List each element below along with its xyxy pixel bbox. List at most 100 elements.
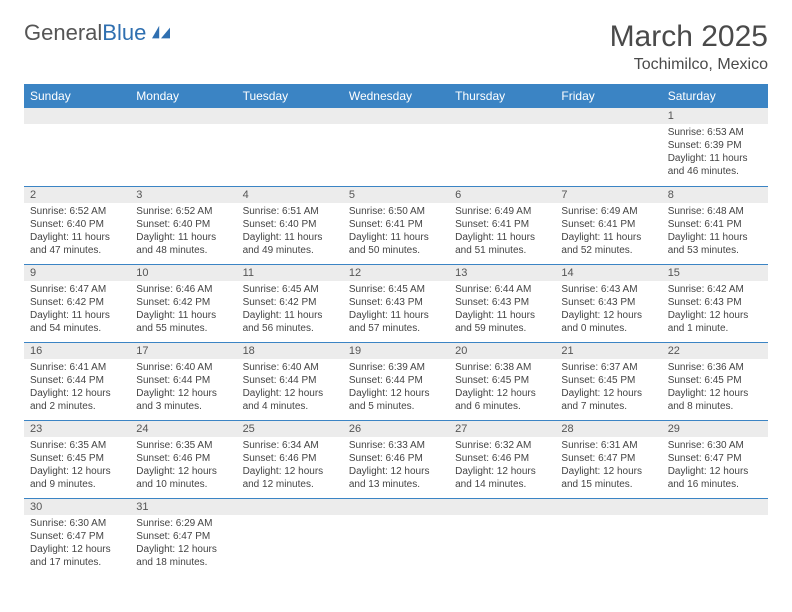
calendar-cell: 3Sunrise: 6:52 AMSunset: 6:40 PMDaylight… [130, 186, 236, 264]
sunrise-line: Sunrise: 6:31 AM [561, 439, 655, 452]
sunrise-line: Sunrise: 6:38 AM [455, 361, 549, 374]
day-details: Sunrise: 6:49 AMSunset: 6:41 PMDaylight:… [555, 203, 661, 261]
day-number: 29 [662, 421, 768, 437]
calendar-cell: 27Sunrise: 6:32 AMSunset: 6:46 PMDayligh… [449, 420, 555, 498]
day-number: 30 [24, 499, 130, 515]
sunrise-line: Sunrise: 6:29 AM [136, 517, 230, 530]
day-details: Sunrise: 6:53 AMSunset: 6:39 PMDaylight:… [662, 124, 768, 182]
calendar-cell [555, 108, 661, 186]
sunset-line: Sunset: 6:45 PM [561, 374, 655, 387]
day-details: Sunrise: 6:34 AMSunset: 6:46 PMDaylight:… [237, 437, 343, 495]
daylight-line: Daylight: 11 hours and 50 minutes. [349, 231, 443, 257]
day-details: Sunrise: 6:44 AMSunset: 6:43 PMDaylight:… [449, 281, 555, 339]
sunset-line: Sunset: 6:41 PM [561, 218, 655, 231]
day-details: Sunrise: 6:45 AMSunset: 6:42 PMDaylight:… [237, 281, 343, 339]
day-number-bar [24, 108, 130, 124]
sunset-line: Sunset: 6:42 PM [30, 296, 124, 309]
daylight-line: Daylight: 12 hours and 8 minutes. [668, 387, 762, 413]
sunset-line: Sunset: 6:44 PM [136, 374, 230, 387]
day-number: 27 [449, 421, 555, 437]
day-details: Sunrise: 6:41 AMSunset: 6:44 PMDaylight:… [24, 359, 130, 417]
calendar-cell [449, 108, 555, 186]
sunrise-line: Sunrise: 6:33 AM [349, 439, 443, 452]
day-details: Sunrise: 6:51 AMSunset: 6:40 PMDaylight:… [237, 203, 343, 261]
day-details: Sunrise: 6:40 AMSunset: 6:44 PMDaylight:… [130, 359, 236, 417]
calendar-cell: 31Sunrise: 6:29 AMSunset: 6:47 PMDayligh… [130, 498, 236, 576]
sunset-line: Sunset: 6:46 PM [455, 452, 549, 465]
calendar-cell: 9Sunrise: 6:47 AMSunset: 6:42 PMDaylight… [24, 264, 130, 342]
day-details: Sunrise: 6:49 AMSunset: 6:41 PMDaylight:… [449, 203, 555, 261]
sunset-line: Sunset: 6:41 PM [668, 218, 762, 231]
calendar-cell: 20Sunrise: 6:38 AMSunset: 6:45 PMDayligh… [449, 342, 555, 420]
day-number: 9 [24, 265, 130, 281]
sunset-line: Sunset: 6:47 PM [561, 452, 655, 465]
weekday-header: Tuesday [237, 84, 343, 108]
day-details: Sunrise: 6:50 AMSunset: 6:41 PMDaylight:… [343, 203, 449, 261]
day-number-bar [662, 499, 768, 515]
calendar-cell [343, 498, 449, 576]
calendar-cell: 14Sunrise: 6:43 AMSunset: 6:43 PMDayligh… [555, 264, 661, 342]
day-number: 26 [343, 421, 449, 437]
sunrise-line: Sunrise: 6:40 AM [136, 361, 230, 374]
sunrise-line: Sunrise: 6:48 AM [668, 205, 762, 218]
day-number: 2 [24, 187, 130, 203]
calendar-cell: 6Sunrise: 6:49 AMSunset: 6:41 PMDaylight… [449, 186, 555, 264]
calendar-cell: 2Sunrise: 6:52 AMSunset: 6:40 PMDaylight… [24, 186, 130, 264]
day-number: 25 [237, 421, 343, 437]
day-number: 23 [24, 421, 130, 437]
calendar-cell: 8Sunrise: 6:48 AMSunset: 6:41 PMDaylight… [662, 186, 768, 264]
day-details: Sunrise: 6:48 AMSunset: 6:41 PMDaylight:… [662, 203, 768, 261]
day-details: Sunrise: 6:35 AMSunset: 6:45 PMDaylight:… [24, 437, 130, 495]
daylight-line: Daylight: 11 hours and 47 minutes. [30, 231, 124, 257]
sunset-line: Sunset: 6:41 PM [349, 218, 443, 231]
day-details: Sunrise: 6:30 AMSunset: 6:47 PMDaylight:… [662, 437, 768, 495]
day-number: 31 [130, 499, 236, 515]
sunrise-line: Sunrise: 6:49 AM [455, 205, 549, 218]
day-number: 7 [555, 187, 661, 203]
daylight-line: Daylight: 12 hours and 12 minutes. [243, 465, 337, 491]
weekday-header: Monday [130, 84, 236, 108]
header: GeneralBlue March 2025 Tochimilco, Mexic… [24, 20, 768, 74]
calendar-header-row: SundayMondayTuesdayWednesdayThursdayFrid… [24, 84, 768, 108]
day-details: Sunrise: 6:52 AMSunset: 6:40 PMDaylight:… [130, 203, 236, 261]
calendar-cell: 13Sunrise: 6:44 AMSunset: 6:43 PMDayligh… [449, 264, 555, 342]
day-number: 28 [555, 421, 661, 437]
day-number: 5 [343, 187, 449, 203]
daylight-line: Daylight: 12 hours and 4 minutes. [243, 387, 337, 413]
sunset-line: Sunset: 6:46 PM [349, 452, 443, 465]
sunset-line: Sunset: 6:46 PM [136, 452, 230, 465]
calendar-cell [343, 108, 449, 186]
weekday-header: Thursday [449, 84, 555, 108]
daylight-line: Daylight: 12 hours and 13 minutes. [349, 465, 443, 491]
daylight-line: Daylight: 12 hours and 2 minutes. [30, 387, 124, 413]
calendar-week-row: 23Sunrise: 6:35 AMSunset: 6:45 PMDayligh… [24, 420, 768, 498]
sunset-line: Sunset: 6:47 PM [136, 530, 230, 543]
calendar-week-row: 2Sunrise: 6:52 AMSunset: 6:40 PMDaylight… [24, 186, 768, 264]
daylight-line: Daylight: 11 hours and 59 minutes. [455, 309, 549, 335]
calendar-cell: 15Sunrise: 6:42 AMSunset: 6:43 PMDayligh… [662, 264, 768, 342]
daylight-line: Daylight: 12 hours and 14 minutes. [455, 465, 549, 491]
day-details: Sunrise: 6:37 AMSunset: 6:45 PMDaylight:… [555, 359, 661, 417]
day-number-bar [343, 108, 449, 124]
calendar-table: SundayMondayTuesdayWednesdayThursdayFrid… [24, 84, 768, 576]
sunset-line: Sunset: 6:43 PM [668, 296, 762, 309]
daylight-line: Daylight: 12 hours and 9 minutes. [30, 465, 124, 491]
calendar-week-row: 30Sunrise: 6:30 AMSunset: 6:47 PMDayligh… [24, 498, 768, 576]
calendar-cell: 1Sunrise: 6:53 AMSunset: 6:39 PMDaylight… [662, 108, 768, 186]
page: GeneralBlue March 2025 Tochimilco, Mexic… [0, 0, 792, 596]
sunrise-line: Sunrise: 6:43 AM [561, 283, 655, 296]
sunrise-line: Sunrise: 6:39 AM [349, 361, 443, 374]
sunset-line: Sunset: 6:45 PM [455, 374, 549, 387]
day-details: Sunrise: 6:32 AMSunset: 6:46 PMDaylight:… [449, 437, 555, 495]
sunrise-line: Sunrise: 6:41 AM [30, 361, 124, 374]
sunrise-line: Sunrise: 6:50 AM [349, 205, 443, 218]
sunset-line: Sunset: 6:40 PM [30, 218, 124, 231]
daylight-line: Daylight: 12 hours and 16 minutes. [668, 465, 762, 491]
calendar-cell [237, 108, 343, 186]
daylight-line: Daylight: 11 hours and 54 minutes. [30, 309, 124, 335]
day-number: 17 [130, 343, 236, 359]
day-number: 20 [449, 343, 555, 359]
daylight-line: Daylight: 11 hours and 56 minutes. [243, 309, 337, 335]
calendar-cell: 16Sunrise: 6:41 AMSunset: 6:44 PMDayligh… [24, 342, 130, 420]
calendar-cell [555, 498, 661, 576]
